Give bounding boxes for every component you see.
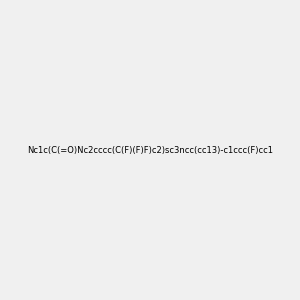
Text: Nc1c(C(=O)Nc2cccc(C(F)(F)F)c2)sc3ncc(cc13)-c1ccc(F)cc1: Nc1c(C(=O)Nc2cccc(C(F)(F)F)c2)sc3ncc(cc1… [27,146,273,154]
